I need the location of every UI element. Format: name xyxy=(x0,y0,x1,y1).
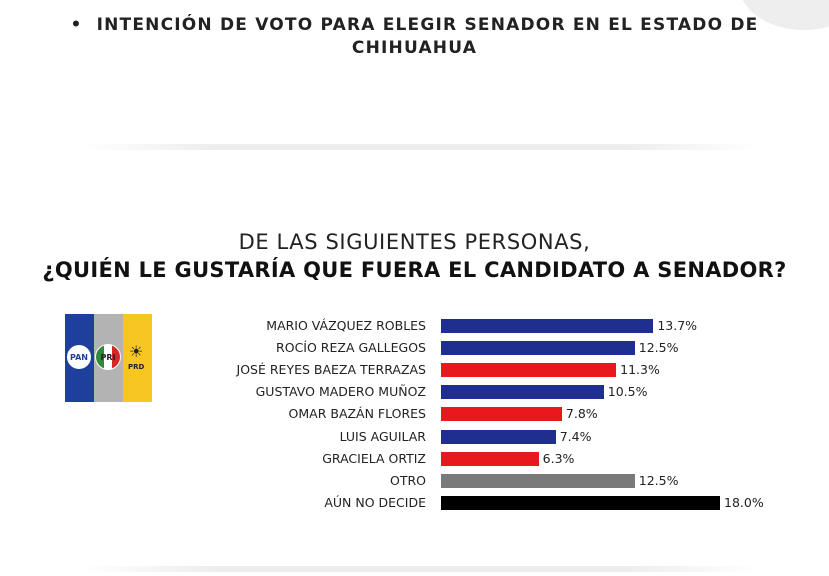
value-label: 7.8% xyxy=(565,406,598,422)
category-label: AÚN NO DECIDE xyxy=(324,494,426,510)
value-label: 12.5% xyxy=(638,472,679,488)
header-line-2: CHIHUAHUA xyxy=(351,38,478,58)
coalition-logo: PAN PRI ☀ PRD xyxy=(65,314,153,402)
chart-title: DE LAS SIGUIENTES PERSONAS, xyxy=(238,230,591,254)
bar xyxy=(441,451,539,466)
category-label: GUSTAVO MADERO MUÑOZ xyxy=(255,384,426,400)
header-line-1-text: INTENCIÓN DE VOTO PARA ELEGIR SENADOR EN… xyxy=(96,15,759,35)
chart-subtitle: ¿QUIÉN LE GUSTARÍA QUE FUERA EL CANDIDAT… xyxy=(42,258,787,282)
value-label: 7.4% xyxy=(559,428,592,444)
divider-bottom xyxy=(80,566,760,572)
pan-stripe: PAN xyxy=(65,314,94,402)
page-header: • INTENCIÓN DE VOTO PARA ELEGIR SENADOR E… xyxy=(0,14,829,60)
category-label: GRACIELA ORTIZ xyxy=(322,450,426,466)
value-label: 12.5% xyxy=(638,340,679,356)
value-label: 10.5% xyxy=(607,384,648,400)
value-label: 13.7% xyxy=(657,318,698,333)
bar xyxy=(441,495,720,510)
bar xyxy=(441,363,617,378)
prd-sun-icon: ☀ xyxy=(129,342,144,361)
bar xyxy=(441,407,562,422)
bar xyxy=(441,429,556,444)
bar xyxy=(441,341,635,356)
bar xyxy=(441,385,604,400)
pri-logo-icon: PRI xyxy=(95,344,121,370)
value-label: 6.3% xyxy=(542,450,575,466)
category-label: JOSÉ REYES BAEZA TERRAZAS xyxy=(236,362,426,378)
prd-logo-text: PRD xyxy=(128,363,145,371)
bullet-icon: • xyxy=(70,15,83,35)
category-label: LUIS AGUILAR xyxy=(339,428,426,444)
bar xyxy=(441,473,635,488)
category-label: ROCÍO REZA GALLEGOS xyxy=(276,340,426,356)
divider-top xyxy=(80,144,760,150)
category-label: MARIO VÁZQUEZ ROBLES xyxy=(266,318,426,333)
category-label: OTRO xyxy=(390,472,426,488)
prd-stripe: ☀ PRD xyxy=(123,314,152,402)
category-label: OMAR BAZÁN FLORES xyxy=(288,406,426,422)
bar xyxy=(441,319,654,333)
value-label: 11.3% xyxy=(620,362,660,378)
pan-logo-icon: PAN xyxy=(66,344,92,370)
pri-stripe: PRI xyxy=(94,314,123,402)
value-label: 18.0% xyxy=(724,494,764,510)
header-line-1: • INTENCIÓN DE VOTO PARA ELEGIR SENADOR E… xyxy=(0,14,829,37)
